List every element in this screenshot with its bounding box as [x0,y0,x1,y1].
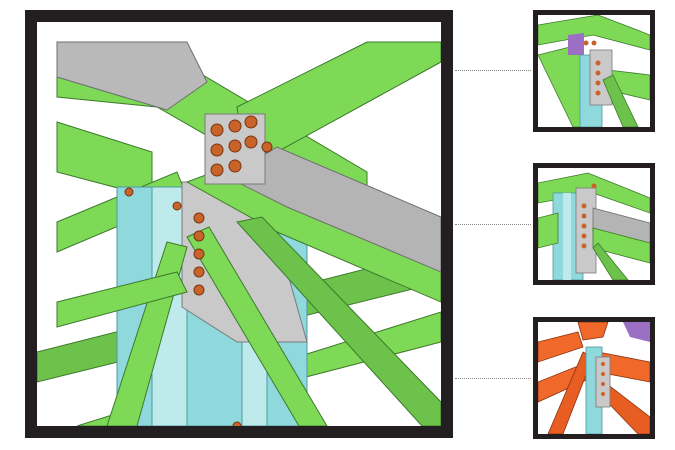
top-left-flange [56,41,208,111]
bolt-group-column [124,187,242,426]
leader-line-2 [455,224,531,225]
main-detail-frame [25,10,453,438]
thumbnail-1-illustration [538,15,650,127]
leader-line-3 [455,378,531,379]
leader-line-1 [455,70,531,71]
left-lower-brace [56,271,188,328]
bolt-group-top [210,115,273,177]
detail-thumbnail-2[interactable] [533,163,655,285]
thumbnail-3-illustration [538,322,650,434]
detail-thumbnail-3[interactable] [533,317,655,439]
detail-thumbnail-1[interactable] [533,10,655,132]
connection-illustration [37,22,441,426]
diagonal-brace-far-right [236,216,441,426]
thumbnail-2-illustration [538,168,650,280]
diagonal-brace-right [186,226,328,426]
